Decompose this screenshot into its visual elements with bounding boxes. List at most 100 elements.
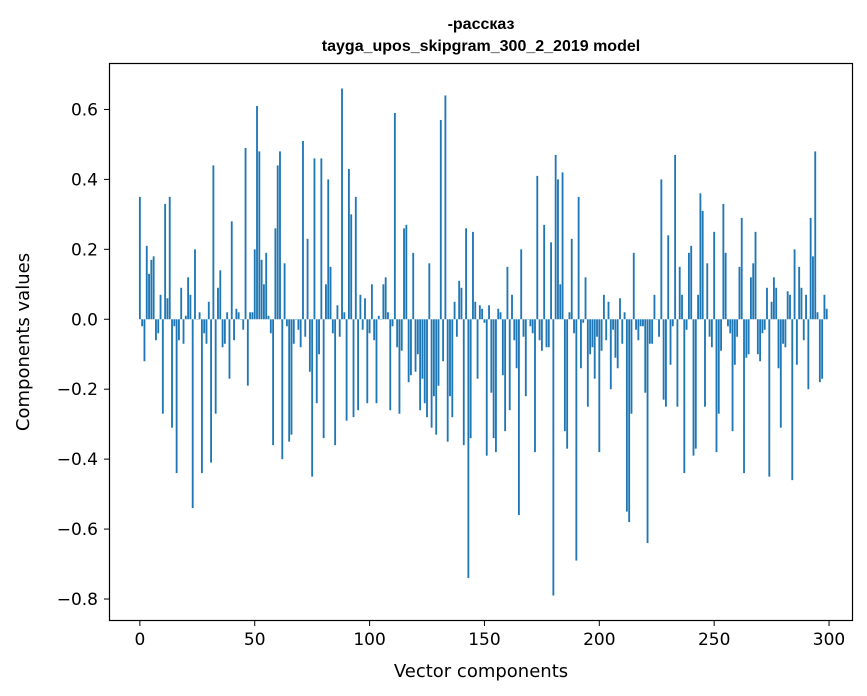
bar-46 bbox=[244, 147, 247, 320]
bar-198 bbox=[593, 319, 596, 379]
y-tick-label: 0.0 bbox=[71, 310, 98, 330]
bar-293 bbox=[812, 256, 814, 320]
bar-114 bbox=[400, 319, 403, 351]
bar-282 bbox=[786, 291, 789, 320]
bar-92 bbox=[350, 214, 353, 320]
bar-271 bbox=[761, 319, 764, 334]
bar-103 bbox=[375, 319, 378, 404]
bar-267 bbox=[752, 263, 755, 320]
bar-241 bbox=[692, 319, 695, 456]
bar-48 bbox=[249, 312, 252, 320]
bar-283 bbox=[789, 294, 791, 320]
bar-186 bbox=[566, 319, 569, 449]
bar-134 bbox=[446, 319, 449, 442]
bar-248 bbox=[708, 319, 711, 337]
bar-290 bbox=[805, 294, 807, 320]
bar-269 bbox=[756, 319, 759, 355]
bar-82 bbox=[327, 179, 330, 320]
bar-216 bbox=[635, 319, 637, 330]
x-tick-label: 100 bbox=[353, 630, 385, 650]
bar-36 bbox=[221, 319, 224, 348]
bar-109 bbox=[389, 319, 392, 411]
bar-164 bbox=[515, 319, 518, 369]
bar-42 bbox=[235, 308, 238, 320]
bar-18 bbox=[180, 287, 183, 320]
bar-132 bbox=[442, 319, 445, 362]
bar-30 bbox=[207, 301, 210, 320]
bar-272 bbox=[763, 319, 766, 330]
bar-176 bbox=[543, 224, 546, 320]
bar-243 bbox=[697, 294, 700, 320]
bar-264 bbox=[745, 319, 748, 358]
bar-254 bbox=[722, 203, 725, 320]
bar-88 bbox=[341, 88, 343, 320]
bar-138 bbox=[455, 319, 458, 337]
bar-23 bbox=[191, 319, 194, 509]
bar-296 bbox=[818, 319, 821, 383]
bar-37 bbox=[223, 319, 226, 344]
bar-60 bbox=[276, 165, 279, 320]
bar-62 bbox=[281, 319, 284, 460]
bar-21 bbox=[187, 277, 190, 320]
bar-107 bbox=[384, 277, 387, 320]
bar-168 bbox=[524, 319, 527, 397]
x-tick-label: 250 bbox=[698, 630, 730, 650]
bar-221 bbox=[646, 319, 649, 544]
x-tick-label: 0 bbox=[134, 630, 145, 650]
bar-195 bbox=[586, 319, 589, 407]
bar-154 bbox=[492, 319, 495, 439]
bar-106 bbox=[382, 284, 385, 320]
bar-190 bbox=[575, 319, 578, 561]
bar-228 bbox=[662, 319, 665, 400]
bar-54 bbox=[262, 284, 265, 320]
bar-253 bbox=[720, 319, 722, 351]
bar-255 bbox=[724, 252, 727, 320]
bar-266 bbox=[750, 277, 752, 320]
bar-1 bbox=[141, 319, 144, 327]
bar-85 bbox=[334, 319, 337, 446]
bar-263 bbox=[743, 319, 745, 474]
bar-229 bbox=[665, 319, 667, 407]
bar-43 bbox=[237, 312, 240, 320]
bar-39 bbox=[228, 319, 231, 379]
bar-112 bbox=[396, 319, 399, 348]
bar-45 bbox=[242, 319, 245, 330]
bar-273 bbox=[766, 287, 768, 320]
bar-57 bbox=[269, 319, 272, 334]
bar-102 bbox=[373, 319, 376, 341]
bar-189 bbox=[573, 319, 575, 334]
bar-116 bbox=[405, 224, 408, 320]
bar-118 bbox=[410, 319, 412, 376]
bar-239 bbox=[687, 252, 690, 320]
bar-237 bbox=[683, 319, 686, 474]
bar-155 bbox=[495, 319, 497, 453]
bar-51 bbox=[256, 105, 258, 320]
bar-89 bbox=[343, 312, 346, 320]
bar-17 bbox=[178, 319, 180, 341]
bar-220 bbox=[644, 319, 647, 393]
bar-166 bbox=[520, 249, 523, 320]
bar-231 bbox=[669, 319, 672, 365]
bar-19 bbox=[182, 319, 185, 344]
bar-129 bbox=[435, 319, 438, 435]
bar-277 bbox=[775, 287, 778, 320]
bar-205 bbox=[609, 319, 612, 390]
y-tick-label: −0.8 bbox=[57, 590, 98, 610]
bar-52 bbox=[258, 151, 261, 320]
bar-278 bbox=[777, 319, 780, 369]
bar-223 bbox=[651, 319, 654, 344]
bar-83 bbox=[329, 266, 332, 320]
bar-182 bbox=[557, 179, 559, 320]
y-axis-label: Components values bbox=[13, 253, 34, 431]
bar-295 bbox=[816, 312, 819, 320]
bar-158 bbox=[501, 319, 504, 376]
bar-201 bbox=[600, 319, 603, 351]
bar-292 bbox=[809, 217, 812, 320]
bar-251 bbox=[715, 319, 718, 453]
bar-98 bbox=[364, 298, 366, 320]
bar-261 bbox=[738, 266, 741, 320]
bar-245 bbox=[701, 210, 704, 320]
bar-157 bbox=[499, 312, 502, 320]
bar-247 bbox=[706, 263, 709, 320]
bar-56 bbox=[267, 315, 270, 320]
